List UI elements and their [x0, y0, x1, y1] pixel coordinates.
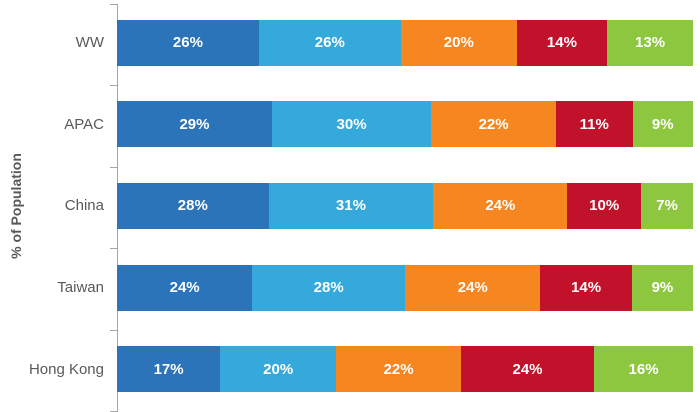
bar-segment-red: 14% [540, 265, 631, 311]
category-label: Taiwan [0, 279, 117, 296]
stacked-bar: 26% 26% 20% 14% 13% [117, 20, 693, 66]
data-label: 20% [444, 34, 474, 51]
data-label: 28% [314, 279, 344, 296]
chart-row: WW 26% 26% 20% 14% 13% [0, 2, 693, 84]
bar-segment-red: 24% [461, 346, 594, 392]
bar-segment-orange: 22% [431, 101, 556, 147]
bar-segment-orange: 22% [336, 346, 461, 392]
bar-segment-light-blue: 30% [272, 101, 431, 147]
bar-segment-light-blue: 20% [220, 346, 336, 392]
bar-segment-light-blue: 31% [269, 183, 434, 229]
bar-segment-red: 14% [517, 20, 607, 66]
category-label: China [0, 197, 117, 214]
axis-tick [110, 167, 117, 168]
data-label: 22% [384, 361, 414, 378]
data-label: 24% [512, 361, 542, 378]
bar-segment-dark-blue: 26% [117, 20, 259, 66]
data-label: 9% [652, 116, 674, 133]
bar-segment-orange: 20% [401, 20, 517, 66]
data-label: 14% [547, 34, 577, 51]
data-label: 24% [458, 279, 488, 296]
stacked-bar: 28% 31% 24% 10% 7% [117, 183, 693, 229]
bar-segment-light-blue: 28% [252, 265, 405, 311]
bar-segment-green: 9% [632, 265, 693, 311]
category-label: WW [0, 34, 117, 51]
data-label: 13% [635, 34, 665, 51]
data-label: 29% [179, 116, 209, 133]
bar-segment-dark-blue: 17% [117, 346, 220, 392]
stacked-bar: 29% 30% 22% 11% 9% [117, 101, 693, 147]
bar-segment-green: 7% [641, 183, 693, 229]
bar-segment-green: 9% [633, 101, 693, 147]
category-label: Hong Kong [0, 361, 117, 378]
category-label: APAC [0, 116, 117, 133]
data-label: 9% [652, 279, 674, 296]
axis-tick [110, 4, 117, 5]
bar-segment-red: 10% [567, 183, 640, 229]
chart-row: Hong Kong 17% 20% 22% 24% 16% [0, 328, 693, 410]
plot-area: WW 26% 26% 20% 14% 13% APAC 29% 30% 22% 11% 9% China… [0, 2, 693, 410]
bar-segment-dark-blue: 29% [117, 101, 272, 147]
data-label: 17% [154, 361, 184, 378]
data-label: 7% [656, 197, 678, 214]
bar-segment-dark-blue: 24% [117, 265, 252, 311]
data-label: 22% [479, 116, 509, 133]
stacked-bar-chart: % of Population WW26%26%20%14%13%APAC29%… [0, 0, 700, 412]
data-label: 26% [315, 34, 345, 51]
data-label: 10% [589, 197, 619, 214]
bar-segment-green: 16% [594, 346, 693, 392]
axis-tick [110, 85, 117, 86]
data-label: 31% [336, 197, 366, 214]
data-label: 28% [178, 197, 208, 214]
data-label: 16% [629, 361, 659, 378]
axis-tick [110, 248, 117, 249]
bar-segment-orange: 24% [405, 265, 540, 311]
axis-tick [110, 330, 117, 331]
chart-row: Taiwan 24% 28% 24% 14% 9% [0, 247, 693, 329]
stacked-bar: 24% 28% 24% 14% 9% [117, 265, 693, 311]
data-label: 11% [580, 116, 609, 133]
data-label: 30% [337, 116, 367, 133]
chart-row: APAC 29% 30% 22% 11% 9% [0, 84, 693, 166]
data-label: 26% [173, 34, 203, 51]
bar-segment-dark-blue: 28% [117, 183, 269, 229]
bar-segment-red: 11% [556, 101, 633, 147]
bar-segment-green: 13% [607, 20, 693, 66]
data-label: 20% [263, 361, 293, 378]
stacked-bar: 17% 20% 22% 24% 16% [117, 346, 693, 392]
data-label: 24% [170, 279, 200, 296]
data-label: 24% [485, 197, 515, 214]
chart-row: China 28% 31% 24% 10% 7% [0, 165, 693, 247]
data-label: 14% [571, 279, 601, 296]
bar-segment-orange: 24% [433, 183, 567, 229]
bar-segment-light-blue: 26% [259, 20, 401, 66]
